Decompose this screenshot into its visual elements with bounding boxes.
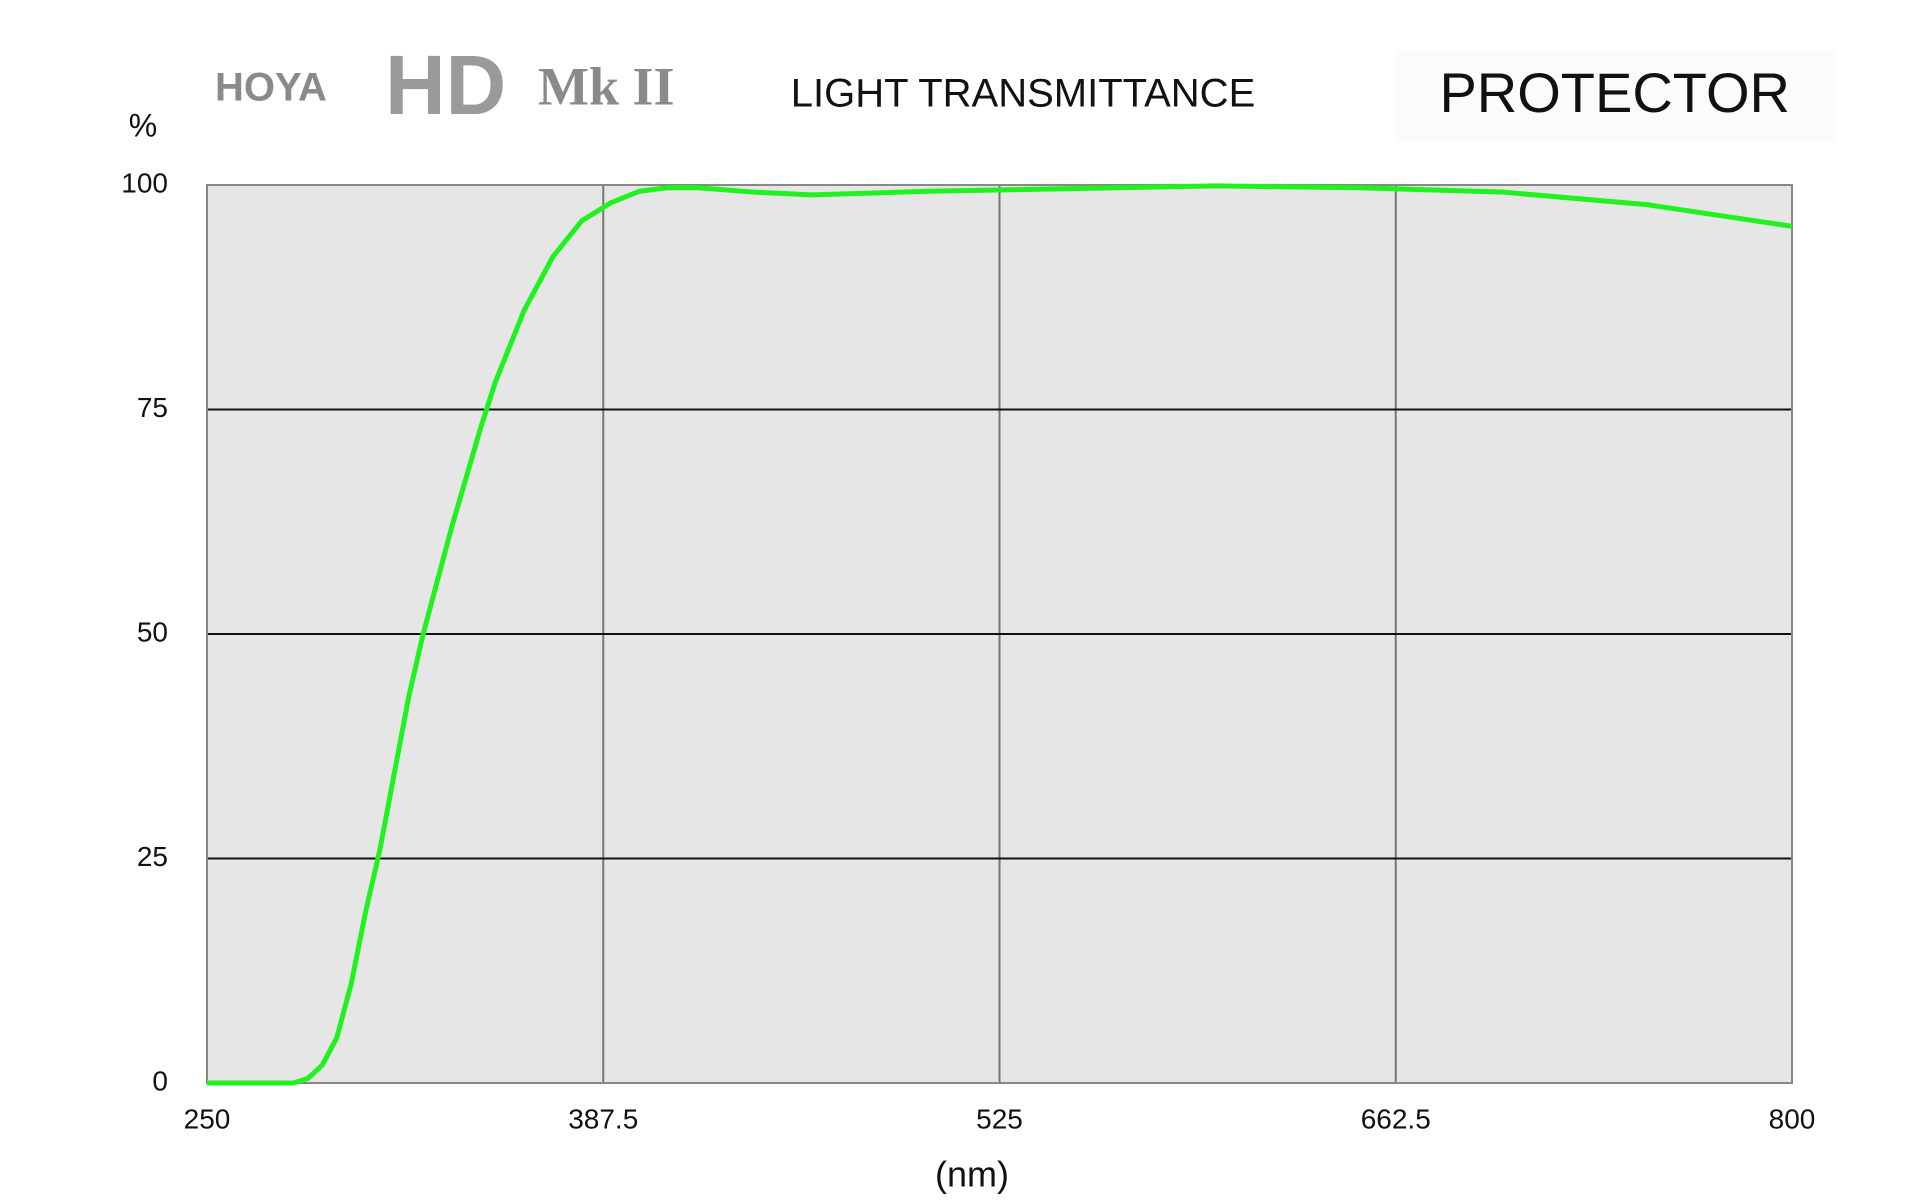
x-tick-label: 800 xyxy=(1769,1103,1816,1134)
brand-name: HOYA xyxy=(215,66,327,110)
y-tick-label: 75 xyxy=(137,392,168,423)
chart-subtitle: PROTECTOR xyxy=(1439,61,1790,124)
x-tick-label: 662.5 xyxy=(1361,1103,1431,1134)
plot-frame xyxy=(206,184,1793,1084)
subtitle-box xyxy=(1395,50,1835,142)
x-tick-label: 250 xyxy=(184,1103,231,1134)
brand-hd: HD xyxy=(385,38,506,132)
data-line xyxy=(207,183,1793,1086)
x-tick-label: 525 xyxy=(976,1103,1023,1134)
y-tick-label: 0 xyxy=(152,1065,168,1096)
brand-model: Mk II xyxy=(538,56,675,116)
x-axis-label: (nm) xyxy=(935,1154,1009,1195)
y-axis-label: % xyxy=(129,107,157,143)
y-tick-label: 50 xyxy=(137,616,168,647)
chart-title: LIGHT TRANSMITTANCE xyxy=(791,72,1256,116)
x-tick-label: 387.5 xyxy=(568,1103,638,1134)
y-tick-label: 100 xyxy=(121,167,168,198)
y-tick-label: 25 xyxy=(137,841,168,872)
